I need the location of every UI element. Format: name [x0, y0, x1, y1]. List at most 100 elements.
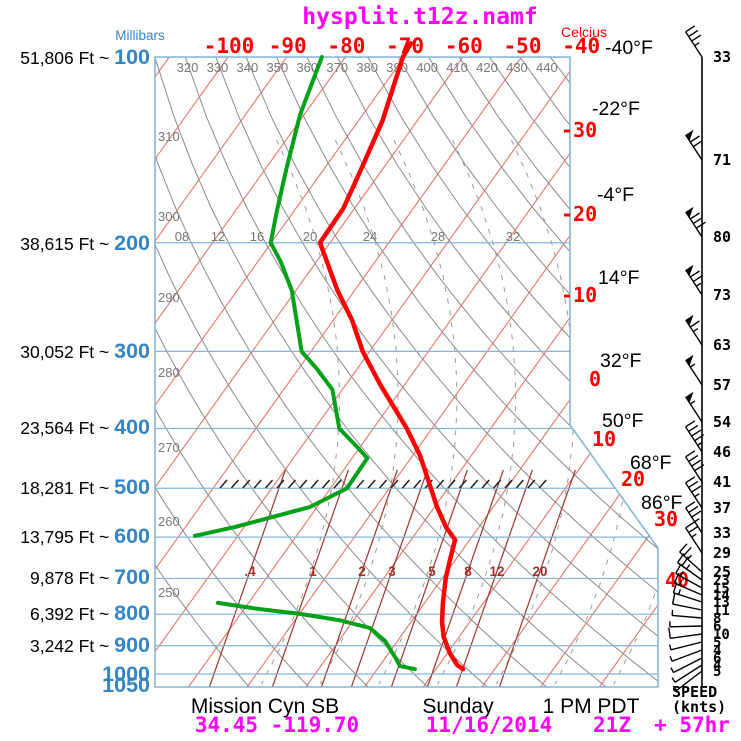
wind-barb-feather [695, 221, 706, 229]
theta-label-top: 360 [296, 60, 318, 75]
dry-adiabat-line [336, 57, 658, 687]
wind-barb-feather [692, 140, 703, 148]
wind-barb-shaft [674, 664, 703, 683]
wind-speed-label: 57 [713, 376, 731, 394]
wind-barb-half-feather [685, 564, 691, 570]
wind-barb-shaft [673, 592, 703, 603]
forecast-offset-label: + 57hr [654, 713, 730, 737]
hatch-tick [322, 479, 331, 489]
wind-barb-feather [691, 485, 702, 493]
dewpoint-curve-upper [193, 55, 370, 538]
wind-barb-shaft [671, 649, 703, 662]
theta-label-left: 260 [158, 514, 180, 529]
wind-barb-column: 3371807363575446413733292523151413118610… [668, 25, 731, 691]
dry-adiabat-line [184, 57, 658, 687]
theta-label-top: 440 [536, 60, 558, 75]
wind-barb [676, 553, 703, 581]
isotherm-line [364, 57, 658, 687]
wind-speed-label: 46 [713, 443, 731, 461]
celsius-right-tick: 0 [589, 367, 601, 391]
celsius-top-tick: -50 [504, 34, 542, 58]
theta-label-top: 380 [356, 60, 378, 75]
pressure-altitude-label: 23,564 Ft ~ 400 [20, 415, 150, 439]
fahrenheit-tick: -40°F [605, 37, 653, 59]
wind-barb-feather [685, 521, 696, 529]
dry-adiabat-line [155, 57, 266, 687]
wind-barb-shaft [685, 211, 703, 238]
millibars-axis-label: Millibars [115, 28, 165, 43]
pressure-altitude-label: 3,242 Ft ~ 900 [30, 633, 150, 657]
plot-border [154, 56, 659, 688]
pressure-altitude-label: 1050 [102, 673, 150, 697]
isotherm-line [155, 57, 170, 687]
wind-barb-pennant [685, 129, 694, 141]
celsius-right-tick: 10 [592, 427, 616, 451]
theta-label-left: 290 [158, 290, 180, 305]
local-time-label: 1 PM PDT [543, 695, 640, 718]
wind-speed-label: 8 [713, 611, 721, 627]
hatch-tick [493, 479, 502, 489]
temperature-curve [317, 41, 466, 672]
theta-label-top: 340 [237, 60, 259, 75]
celsius-right-tick: 30 [654, 507, 678, 531]
dry-adiabat-line [155, 57, 631, 687]
wind-barb [685, 420, 705, 453]
hatch-tick [276, 479, 285, 489]
wind-barb [685, 450, 705, 483]
wind-speed-label: 29 [713, 544, 731, 562]
wind-barb-feather [685, 476, 696, 484]
wind-barb-feather [688, 424, 699, 433]
dry-adiabat-line [155, 57, 449, 687]
wind-barb-half-feather [689, 363, 696, 368]
hatch-tick [333, 479, 342, 489]
wind-speed-label: 5 [713, 635, 721, 651]
wind-barb-feather [675, 563, 682, 574]
wind-barb-half-feather [687, 554, 693, 560]
wind-barb-shaft [685, 269, 703, 296]
mixing-ratio-label: 1 [309, 564, 317, 579]
fahrenheit-tick: 14°F [598, 267, 639, 289]
wind-barb-feather [683, 547, 692, 557]
wind-barb [685, 129, 703, 161]
pressure-altitude-label: 13,795 Ft ~ 600 [20, 524, 150, 548]
dewpoint-curve-lower [216, 600, 417, 672]
theta-label-left: 310 [158, 129, 180, 144]
wind-barb-feather [685, 450, 696, 458]
hatch-tick [504, 479, 513, 489]
wind-speed-label: 15 [713, 581, 730, 597]
wind-barb-feather [671, 593, 676, 605]
hatch-tick [310, 479, 319, 489]
wind-barb [685, 521, 703, 554]
wind-barb [685, 314, 703, 346]
wind-barb-shaft [676, 670, 703, 691]
wind-barb-half-feather [669, 655, 673, 662]
wind-barb-shaft [685, 482, 703, 509]
wind-barb [669, 621, 703, 628]
hatch-tick [242, 479, 251, 489]
dry-adiabat-line [155, 57, 327, 687]
wind-barb-feather [676, 553, 685, 564]
wind-barb [673, 572, 703, 596]
isotherm-line [540, 57, 658, 687]
celsius-top-tick: -40 [562, 34, 600, 58]
wind-speed-label: 4 [713, 658, 721, 674]
wind-barb-feather [689, 270, 700, 278]
wind-barb-feather [685, 420, 696, 428]
wind-barb-half-feather [691, 533, 697, 538]
wind-barb-shaft [669, 625, 703, 628]
level-200mb-label: 24 [363, 229, 377, 244]
wind-barb-feather [692, 275, 703, 283]
mixing-ratio-label: .4 [244, 564, 256, 579]
hatch-tick [413, 479, 422, 489]
isotherm-line [155, 57, 522, 687]
wind-speed-label: 71 [713, 151, 731, 169]
wind-speed-label: 73 [713, 286, 731, 304]
speed-header-label: SPEED [672, 683, 717, 701]
wind-barb-shaft [672, 614, 703, 619]
celsius-top-tick: -80 [327, 34, 365, 58]
wind-barb [675, 563, 703, 589]
wind-barb-feather [685, 501, 696, 509]
hatch-tick [515, 479, 524, 489]
wind-barb-shaft [672, 603, 703, 611]
